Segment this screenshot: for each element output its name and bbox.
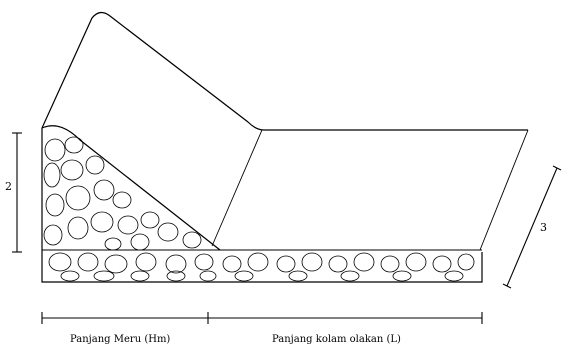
rock-fill-outline: [41, 125, 221, 251]
basin-front-face: [41, 128, 483, 283]
width-label: 3: [540, 221, 547, 234]
width-dimension: [502, 165, 562, 289]
rock-pattern: [43, 136, 217, 282]
slope-line: [211, 129, 263, 247]
upper-face-outline: [41, 11, 528, 131]
height-label: 2: [5, 180, 12, 193]
basin-right-edge: [479, 129, 529, 251]
height-dimension: [12, 132, 22, 253]
bottom-left-label: Panjang Meru (Hm): [70, 334, 170, 345]
bottom-right-label: Panjang kolam olakan (L): [272, 334, 401, 345]
floor-rock-pattern: [222, 252, 475, 282]
bottom-dimension: [41, 312, 483, 324]
